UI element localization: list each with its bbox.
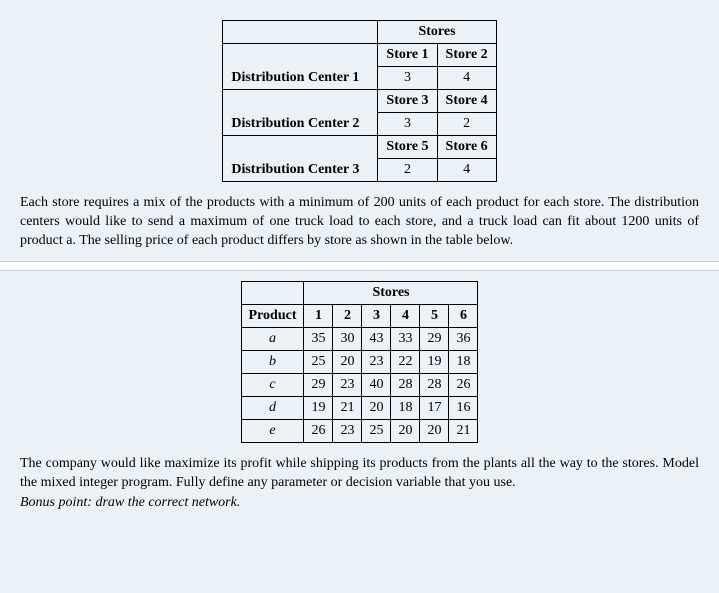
price-table: Stores Product 1 2 3 4 5 6 a 35 30 43 33… bbox=[241, 281, 479, 443]
store-col: Store 2 bbox=[437, 44, 496, 67]
cell: 25 bbox=[304, 350, 333, 373]
bonus-line: Bonus point: draw the correct network. bbox=[20, 494, 699, 513]
col-head: 3 bbox=[362, 304, 391, 327]
cell: 4 bbox=[437, 159, 496, 182]
cell: 29 bbox=[420, 327, 449, 350]
cell: 16 bbox=[449, 396, 478, 419]
cell: 29 bbox=[304, 373, 333, 396]
cell: 20 bbox=[391, 419, 420, 442]
cell: 21 bbox=[449, 419, 478, 442]
product-label: a bbox=[241, 327, 304, 350]
cell: 4 bbox=[437, 67, 496, 90]
cell: 2 bbox=[378, 159, 437, 182]
cell: 33 bbox=[391, 327, 420, 350]
col-head: 6 bbox=[449, 304, 478, 327]
store-col: Store 6 bbox=[437, 136, 496, 159]
cell: 17 bbox=[420, 396, 449, 419]
cell: 3 bbox=[378, 113, 437, 136]
store-col: Store 5 bbox=[378, 136, 437, 159]
cell: 35 bbox=[304, 327, 333, 350]
cell: 21 bbox=[333, 396, 362, 419]
cell: 36 bbox=[449, 327, 478, 350]
cell: 30 bbox=[333, 327, 362, 350]
col-head: 4 bbox=[391, 304, 420, 327]
stores-header: Stores bbox=[304, 281, 478, 304]
dc-label: Distribution Center 1 bbox=[223, 67, 378, 90]
product-header: Product bbox=[241, 304, 304, 327]
product-label: e bbox=[241, 419, 304, 442]
cell: 20 bbox=[420, 419, 449, 442]
cell: 28 bbox=[420, 373, 449, 396]
store-col: Store 3 bbox=[378, 90, 437, 113]
cell: 2 bbox=[437, 113, 496, 136]
col-head: 2 bbox=[333, 304, 362, 327]
cell: 28 bbox=[391, 373, 420, 396]
cell: 23 bbox=[362, 350, 391, 373]
cell: 26 bbox=[304, 419, 333, 442]
distribution-table: Stores Store 1 Store 2 Distribution Cent… bbox=[222, 20, 496, 182]
cell: 40 bbox=[362, 373, 391, 396]
product-label: b bbox=[241, 350, 304, 373]
col-head: 5 bbox=[420, 304, 449, 327]
cell: 20 bbox=[333, 350, 362, 373]
cell: 18 bbox=[391, 396, 420, 419]
paragraph-2: The company would like maximize its prof… bbox=[20, 455, 699, 493]
cell: 23 bbox=[333, 373, 362, 396]
cell: 18 bbox=[449, 350, 478, 373]
store-col: Store 4 bbox=[437, 90, 496, 113]
dc-label: Distribution Center 2 bbox=[223, 113, 378, 136]
dc-label: Distribution Center 3 bbox=[223, 159, 378, 182]
cell: 3 bbox=[378, 67, 437, 90]
product-label: c bbox=[241, 373, 304, 396]
paragraph-1: Each store requires a mix of the product… bbox=[20, 194, 699, 251]
cell: 22 bbox=[391, 350, 420, 373]
cell: 19 bbox=[420, 350, 449, 373]
col-head: 1 bbox=[304, 304, 333, 327]
stores-header: Stores bbox=[378, 21, 496, 44]
cell: 20 bbox=[362, 396, 391, 419]
product-label: d bbox=[241, 396, 304, 419]
cell: 26 bbox=[449, 373, 478, 396]
cell: 23 bbox=[333, 419, 362, 442]
store-col: Store 1 bbox=[378, 44, 437, 67]
cell: 19 bbox=[304, 396, 333, 419]
cell: 25 bbox=[362, 419, 391, 442]
cell: 43 bbox=[362, 327, 391, 350]
section-divider bbox=[0, 261, 719, 271]
